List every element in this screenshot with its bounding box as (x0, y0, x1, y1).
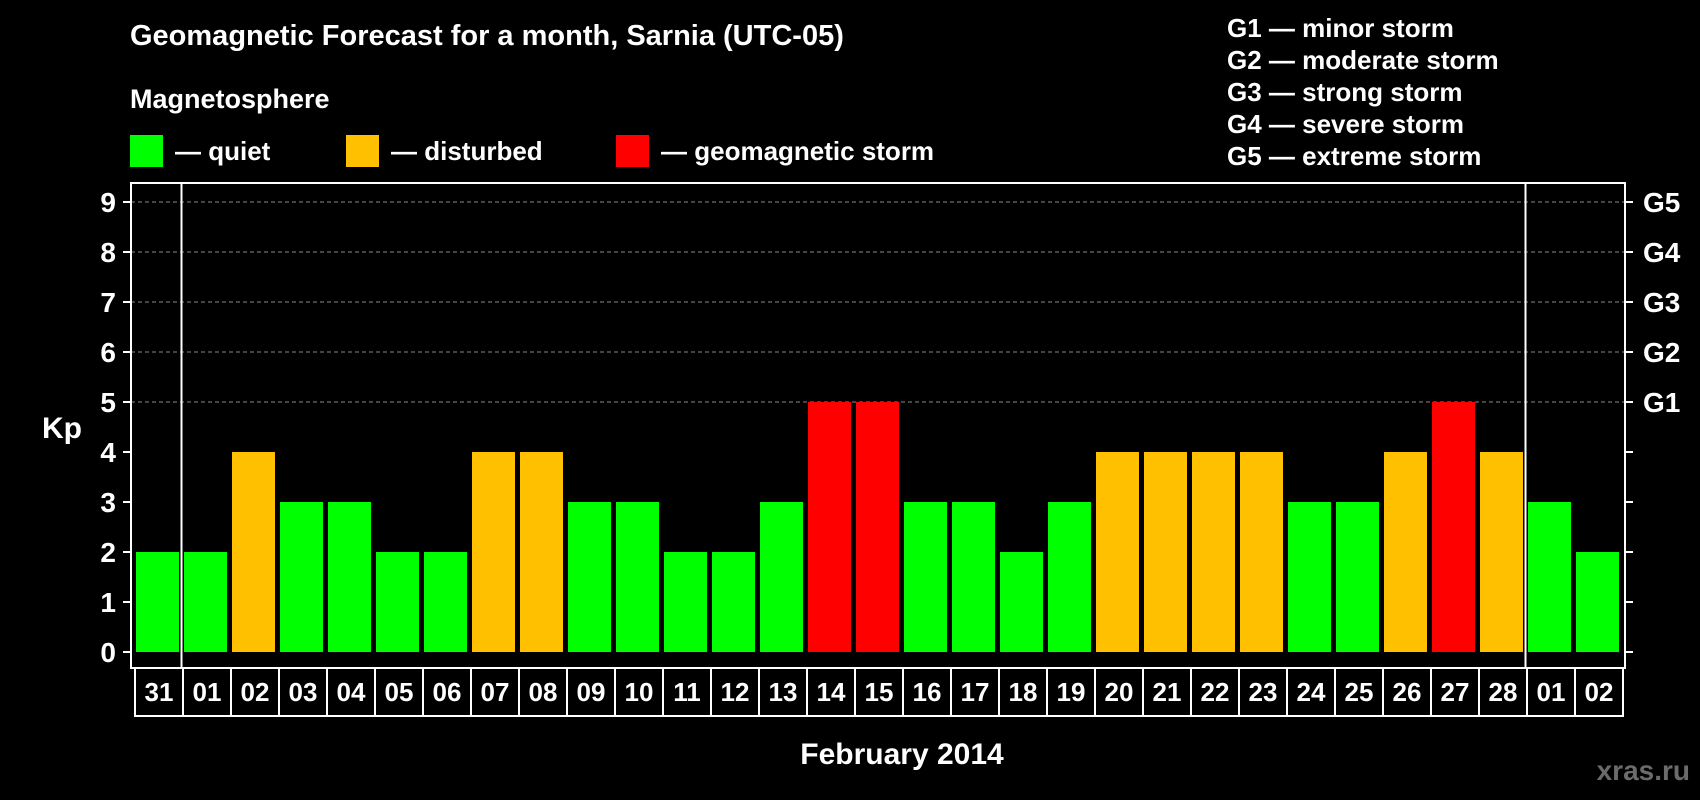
date-label-2: 02 (241, 677, 270, 707)
legend-disturbed: — disturbed (346, 135, 543, 167)
bar-5 (376, 552, 419, 652)
y-tick-label-7: 7 (100, 287, 116, 318)
y-tick-label-1: 1 (100, 587, 116, 618)
bar-14 (808, 402, 851, 652)
date-label-4: 04 (337, 677, 366, 707)
scale-g5: G5 — extreme storm (1227, 141, 1482, 171)
magnetosphere-heading: Magnetosphere (130, 84, 330, 114)
date-row-frame (134, 667, 1624, 717)
date-label-18: 18 (1009, 677, 1038, 707)
date-label-28: 28 (1489, 677, 1518, 707)
bar-21 (1144, 452, 1187, 652)
bar-22 (1192, 452, 1235, 652)
y-tick-label-3: 3 (100, 487, 116, 518)
date-label-30: 02 (1585, 677, 1614, 707)
legend-storm-label: — geomagnetic storm (661, 135, 935, 166)
date-label-25: 25 (1345, 677, 1374, 707)
date-label-17: 17 (961, 677, 990, 707)
bar-28 (1480, 452, 1523, 652)
y-tick-label-5: 5 (100, 387, 116, 418)
date-label-23: 23 (1249, 677, 1278, 707)
date-label-6: 06 (433, 677, 462, 707)
legend-quiet: — quiet (130, 135, 270, 167)
bar-7 (472, 452, 515, 652)
bar-26 (1384, 452, 1427, 652)
watermark: xras.ru (1596, 755, 1690, 786)
legend-storm-swatch (616, 135, 649, 167)
y-tick-label-0: 0 (100, 637, 116, 668)
date-label-1: 01 (193, 677, 222, 707)
bar-12 (712, 552, 755, 652)
date-label-19: 19 (1057, 677, 1086, 707)
bar-27 (1432, 402, 1475, 652)
legend-disturbed-swatch (346, 135, 379, 167)
bar-29 (1528, 502, 1571, 652)
right-label-G4: G4 (1643, 237, 1681, 268)
bar-24 (1288, 502, 1331, 652)
bar-4 (328, 502, 371, 652)
legend-disturbed-label: — disturbed (391, 135, 543, 166)
y-axis-label: Kp (42, 412, 82, 445)
legend-quiet-label: — quiet (175, 135, 271, 166)
bar-23 (1240, 452, 1283, 652)
bar-16 (904, 502, 947, 652)
bar-10 (616, 502, 659, 652)
date-label-10: 10 (625, 677, 654, 707)
bar-3 (280, 502, 323, 652)
date-label-8: 08 (529, 677, 558, 707)
y-tick-label-6: 6 (100, 337, 116, 368)
bar-18 (1000, 552, 1043, 652)
bar-9 (568, 502, 611, 652)
right-label-G2: G2 (1643, 337, 1680, 368)
scale-g2: G2 — moderate storm (1227, 45, 1499, 75)
scale-g3: G3 — strong storm (1227, 77, 1463, 107)
storm-scale-legend: G1 — minor storm G2 — moderate storm G3 … (1227, 12, 1499, 172)
y-tick-label-9: 9 (100, 187, 116, 218)
date-label-14: 14 (817, 677, 846, 707)
date-label-21: 21 (1153, 677, 1182, 707)
date-label-3: 03 (289, 677, 318, 707)
bar-15 (856, 402, 899, 652)
y-tick-label-8: 8 (100, 237, 116, 268)
x-axis-label: February 2014 (800, 738, 1004, 771)
bar-30 (1576, 552, 1619, 652)
date-label-0: 31 (145, 677, 174, 707)
bar-6 (424, 552, 467, 652)
bar-8 (520, 452, 563, 652)
scale-g4: G4 — severe storm (1227, 109, 1465, 139)
bar-25 (1336, 502, 1379, 652)
date-label-9: 09 (577, 677, 606, 707)
date-label-15: 15 (865, 677, 894, 707)
date-label-7: 07 (481, 677, 510, 707)
chart-title: Geomagnetic Forecast for a month, Sarnia… (130, 20, 844, 52)
date-label-22: 22 (1201, 677, 1230, 707)
y-tick-label-4: 4 (100, 437, 116, 468)
y-tick-label-2: 2 (100, 537, 116, 568)
bar-20 (1096, 452, 1139, 652)
date-label-16: 16 (913, 677, 942, 707)
legend-storm: — geomagnetic storm (616, 135, 934, 167)
date-label-5: 05 (385, 677, 414, 707)
bar-13 (760, 502, 803, 652)
right-label-G5: G5 (1643, 187, 1680, 218)
date-label-27: 27 (1441, 677, 1470, 707)
date-label-13: 13 (769, 677, 798, 707)
bar-11 (664, 552, 707, 652)
right-label-G3: G3 (1643, 287, 1680, 318)
date-label-12: 12 (721, 677, 750, 707)
bar-19 (1048, 502, 1091, 652)
date-label-26: 26 (1393, 677, 1422, 707)
date-label-11: 11 (673, 677, 701, 707)
bar-2 (232, 452, 275, 652)
bar-17 (952, 502, 995, 652)
date-label-20: 20 (1105, 677, 1134, 707)
right-label-G1: G1 (1643, 387, 1680, 418)
date-label-29: 01 (1537, 677, 1566, 707)
scale-g1: G1 — minor storm (1227, 13, 1454, 43)
bar-0 (136, 552, 179, 652)
bar-1 (184, 552, 227, 652)
date-label-24: 24 (1297, 677, 1326, 707)
legend-quiet-swatch (130, 135, 163, 167)
